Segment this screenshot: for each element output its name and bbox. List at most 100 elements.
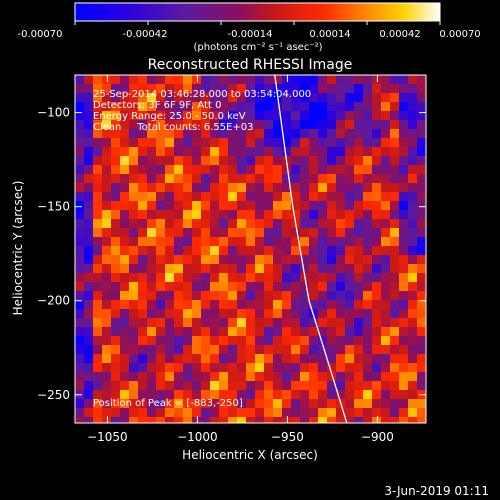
heatmap-cell [363, 84, 373, 94]
heatmap-cell [300, 282, 310, 292]
heatmap-cell [399, 156, 409, 166]
heatmap-cell [390, 183, 400, 193]
heatmap-cell [309, 84, 319, 94]
heatmap-cell [210, 165, 220, 175]
heatmap-cell [399, 75, 409, 85]
heatmap-cell [210, 291, 220, 301]
heatmap-cell [138, 129, 148, 139]
heatmap-cell [84, 264, 94, 274]
heatmap-cell [147, 147, 157, 157]
heatmap-cell [147, 84, 157, 94]
heatmap-cell [147, 363, 157, 373]
heatmap-cell [282, 192, 292, 202]
heatmap-cell [84, 147, 94, 157]
heatmap-cell [156, 93, 166, 103]
heatmap-cell [165, 291, 175, 301]
heatmap-cell [282, 120, 292, 130]
heatmap-cell [147, 210, 157, 220]
heatmap-cell [129, 147, 139, 157]
heatmap-cell [345, 318, 355, 328]
heatmap-cell [291, 138, 301, 148]
heatmap-cell [237, 174, 247, 184]
colorbar-tick-label: 0.00042 [379, 29, 420, 40]
heatmap-cell [282, 246, 292, 256]
chart-title: Reconstructed RHESSI Image [148, 57, 353, 73]
heatmap-cell [129, 372, 139, 382]
heatmap-cell [156, 399, 166, 409]
heatmap-cell [210, 120, 220, 130]
heatmap-cell [174, 174, 184, 184]
heatmap-cell [309, 129, 319, 139]
heatmap-cell [228, 111, 238, 121]
heatmap-cell [300, 255, 310, 265]
heatmap-cell [210, 309, 220, 319]
heatmap-cell [273, 129, 283, 139]
heatmap-cell [138, 327, 148, 337]
heatmap-cell [120, 399, 130, 409]
heatmap-cell [111, 75, 121, 85]
heatmap-cell [75, 291, 85, 301]
heatmap-cell [291, 174, 301, 184]
heatmap-cell [273, 327, 283, 337]
heatmap-cell [75, 381, 85, 391]
heatmap-cell [138, 174, 148, 184]
heatmap-cell [264, 318, 274, 328]
heatmap-cell [156, 120, 166, 130]
heatmap-cell [255, 192, 265, 202]
heatmap-cell [129, 174, 139, 184]
heatmap-cell [228, 345, 238, 355]
heatmap-cell [309, 219, 319, 229]
heatmap-cell [381, 75, 391, 85]
heatmap-cell [273, 282, 283, 292]
heatmap-cell [93, 246, 103, 256]
heatmap-cell [210, 228, 220, 238]
heatmap-cell [273, 165, 283, 175]
heatmap-cell [111, 264, 121, 274]
heatmap-cell [408, 138, 418, 148]
heatmap-cell [291, 156, 301, 166]
heatmap-cell [318, 219, 328, 229]
heatmap-cell [246, 282, 256, 292]
heatmap-cell [237, 363, 247, 373]
heatmap-cell [318, 408, 328, 418]
heatmap-cell [372, 75, 382, 85]
heatmap-cell [417, 138, 426, 148]
heatmap-cell [192, 165, 202, 175]
heatmap-cell [102, 291, 112, 301]
heatmap-cell [300, 84, 310, 94]
heatmap-cell [363, 246, 373, 256]
annotation-energy-range: Energy Range: 25.0 - 50.0 keV [93, 111, 246, 122]
heatmap-cell [291, 75, 301, 85]
heatmap-cell [354, 210, 364, 220]
heatmap-cell [255, 93, 265, 103]
heatmap-cell [93, 183, 103, 193]
heatmap-cell [273, 255, 283, 265]
heatmap-cell [102, 246, 112, 256]
heatmap-cell [354, 336, 364, 346]
heatmap-cell [273, 408, 283, 418]
heatmap-cell [237, 147, 247, 157]
heatmap-cell [111, 354, 121, 364]
heatmap-cell [183, 282, 193, 292]
heatmap-cell [219, 138, 229, 148]
heatmap-cell [120, 273, 130, 283]
heatmap-cell [219, 156, 229, 166]
heatmap-cell [183, 129, 193, 139]
heatmap-cell [156, 210, 166, 220]
heatmap-cell [129, 309, 139, 319]
heatmap-cell [354, 129, 364, 139]
heatmap-cell [93, 165, 103, 175]
heatmap-cell [282, 309, 292, 319]
heatmap-cell [138, 84, 148, 94]
heatmap-cell [300, 93, 310, 103]
heatmap-cell [363, 336, 373, 346]
heatmap-cell [345, 111, 355, 121]
heatmap-cell [363, 111, 373, 121]
heatmap-cell [75, 309, 85, 319]
heatmap-cell [165, 201, 175, 211]
heatmap-cell [246, 192, 256, 202]
heatmap-cell [345, 291, 355, 301]
heatmap-cell [390, 210, 400, 220]
heatmap-cell [120, 309, 130, 319]
heatmap-cell [237, 309, 247, 319]
